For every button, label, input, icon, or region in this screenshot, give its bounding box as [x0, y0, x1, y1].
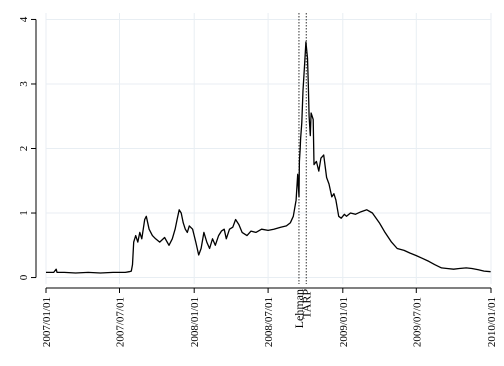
y-tick-label: 0	[18, 274, 30, 280]
series-line	[46, 41, 491, 274]
x-tick-label: 2008/07/01	[263, 297, 275, 347]
x-tick-label: 2008/01/01	[189, 297, 201, 347]
x-tick-label: 2010/01/01	[486, 297, 498, 347]
series	[46, 41, 491, 274]
y-tick-label: 1	[18, 210, 30, 216]
axes: 0 1 2 3 4 2007/01/01 2007/07/01 2008/01/01 2008/…	[18, 16, 498, 347]
grid	[45, 13, 492, 284]
y-tick-label: 3	[18, 81, 30, 87]
y-tick-label: 4	[18, 16, 30, 22]
x-tick-label: 2007/01/01	[41, 297, 53, 347]
x-tick-label: 2007/07/01	[114, 297, 126, 347]
event-label: Lehman	[292, 289, 306, 328]
event-label: TARP	[299, 289, 313, 319]
x-tick-label: 2009/07/01	[411, 297, 423, 347]
y-tick-label: 2	[18, 146, 30, 152]
x-tick-label: 2009/01/01	[338, 297, 350, 347]
